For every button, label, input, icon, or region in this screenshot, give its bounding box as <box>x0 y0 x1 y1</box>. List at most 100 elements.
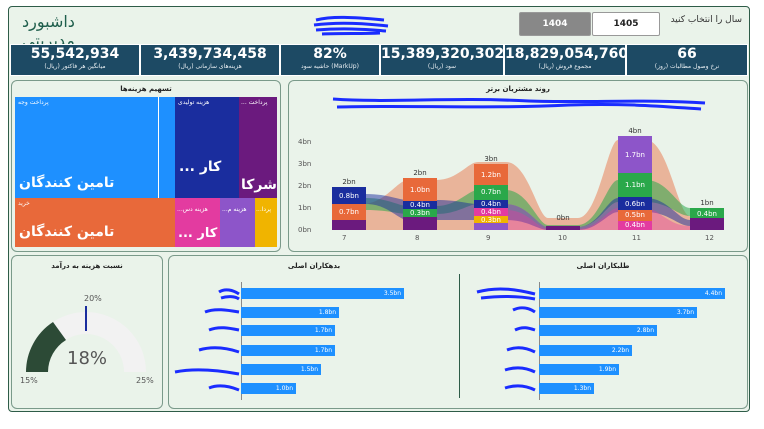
kpi-markup: 82% حاشیه سود (MarkUp) <box>280 44 380 76</box>
treemap-title: تسهیم هزینه‌ها <box>120 85 172 93</box>
bar-value: 2.8bn <box>636 327 654 334</box>
total-8: 2bn <box>413 169 426 177</box>
kpi-value: 3,439,734,458 <box>153 46 267 62</box>
treemap-panel: تسهیم هزینه‌ها پرداخت وجه تامین کنندگان … <box>11 80 281 252</box>
kpi-row: 55,542,934 میانگین هر فاکتور (ریال) 3,43… <box>10 44 748 76</box>
total-12: 1bn <box>700 199 713 207</box>
creditors-title: طلبکاران اصلی <box>576 262 630 270</box>
treemap-cell-label: خرید <box>18 200 30 207</box>
y-tick-4: 4bn <box>298 138 311 146</box>
creditors-axis <box>539 282 540 400</box>
kpi-value: 66 <box>677 46 697 62</box>
y-tick-0: 0bn <box>298 226 311 234</box>
page-title: داشبورد مدیریتی <box>22 12 75 50</box>
treemap-cell-label: ...هزینه م <box>222 206 247 213</box>
treemap-cell-m[interactable]: ...هزینه م <box>220 198 255 247</box>
treemap-cell-pay3[interactable]: ...پردا <box>255 198 277 247</box>
debtor-bar[interactable]: 1.0bn <box>241 383 296 394</box>
y-tick-2: 2bn <box>298 182 311 190</box>
bar-value: 1.5bn <box>300 366 318 373</box>
treemap-cell-label: ... پرداخت <box>241 99 268 106</box>
x-tick-8: 8 <box>415 234 419 242</box>
debtors-title: بدهکاران اصلی <box>287 262 341 270</box>
gauge-target: 20% <box>84 294 102 303</box>
creditor-bar[interactable]: 4.4bn <box>539 288 725 299</box>
seg-label: 0.7bn <box>481 188 501 196</box>
treemap-cell-label: ...هزینه دس <box>177 206 208 213</box>
kpi-collection-rate: 66 نرخ وصول مطالبات (روز) <box>626 44 748 76</box>
redaction-scribble <box>332 97 706 111</box>
kpi-label: هزینه‌های سازمانی (ریال) <box>178 63 242 70</box>
year-option-1404[interactable]: 1404 <box>519 12 591 36</box>
debtor-bar[interactable]: 1.7bn <box>241 325 335 336</box>
seg-label: 1.7bn <box>625 151 645 159</box>
seg-label: 0.4bn <box>697 210 717 218</box>
total-11: 4bn <box>628 127 641 135</box>
seg-label: 0.8bn <box>339 192 359 200</box>
seg-label: 0.6bn <box>625 200 645 208</box>
seg-label: 0.4bn <box>481 208 501 216</box>
x-tick-12: 12 <box>705 234 714 242</box>
bar-value: 1.7bn <box>314 347 332 354</box>
year-select-label: سال را انتخاب کنید <box>670 15 742 25</box>
treemap-cell-pay2[interactable]: ... پرداخت شرکا <box>239 97 277 198</box>
creditor-bar[interactable]: 2.8bn <box>539 325 657 336</box>
debtors-axis <box>241 282 242 400</box>
gauge-panel: نسبت هزینه به درآمد 20% 18% 15% 25% <box>11 255 163 409</box>
kpi-value: 82% <box>313 46 347 62</box>
x-tick-10: 10 <box>558 234 567 242</box>
gauge-value: 18% <box>67 348 108 369</box>
seg-label: 1.1bn <box>625 181 645 189</box>
seg-label: 0.4bn <box>410 201 430 209</box>
treemap-cell-buy[interactable]: خرید تامین کنندگان <box>15 198 175 247</box>
kpi-label: حاشیه سود (MarkUp) <box>301 63 359 70</box>
creditor-bar[interactable]: 1.9bn <box>539 364 619 375</box>
seg-label: 1.0bn <box>410 186 430 194</box>
kpi-label: میانگین هر فاکتور (ریال) <box>44 63 106 70</box>
treemap-cell-big: شرکا <box>241 177 277 193</box>
gauge-max: 25% <box>136 376 154 385</box>
year-option-1405[interactable]: 1405 <box>592 12 660 36</box>
kpi-label: مجموع فروش (ریال) <box>538 63 592 70</box>
treemap-cell-big: تامین کنندگان <box>19 175 115 191</box>
stream-title: روند مشتریان برتر <box>486 85 550 93</box>
kpi-value: 15,389,320,302 <box>381 46 505 62</box>
y-tick-3: 3bn <box>298 160 311 168</box>
debtor-bar[interactable]: 3.5bn <box>241 288 404 299</box>
kpi-profit: 15,389,320,302 سود (ریال) <box>380 44 504 76</box>
debtor-bar[interactable]: 1.8bn <box>241 307 339 318</box>
treemap-cell-production[interactable]: هزینه تولیدی ... کار <box>175 97 239 198</box>
debtor-bar[interactable]: 1.5bn <box>241 364 321 375</box>
treemap-cell-small[interactable] <box>158 97 176 198</box>
treemap-cell-big: تامین کنندگان <box>19 224 115 240</box>
creditor-bar[interactable]: 1.3bn <box>539 383 594 394</box>
seg-label: 0.5bn <box>625 211 645 219</box>
y-tick-1: 1bn <box>298 204 311 212</box>
treemap-cell-cash[interactable]: پرداخت وجه تامین کنندگان <box>15 97 158 198</box>
debtor-bar[interactable]: 1.7bn <box>241 345 335 356</box>
bar-value: 2.2bn <box>611 347 629 354</box>
seg-label: 1.2bn <box>481 171 501 179</box>
treemap-cell-label: ...پردا <box>256 206 272 213</box>
creditor-bar[interactable]: 2.2bn <box>539 345 632 356</box>
kpi-value: 18,829,054,760 <box>505 46 629 62</box>
stream-chart: 0bn 1bn 2bn 3bn 4bn 7 8 9 10 11 12 2bn 2… <box>298 127 724 242</box>
treemap-cell-label: هزینه تولیدی <box>178 99 210 106</box>
gauge-title: نسبت هزینه به درآمد <box>51 262 123 270</box>
treemap-cell-service[interactable]: ...هزینه دس ... کار <box>175 198 220 247</box>
kpi-value: 55,542,934 <box>30 46 120 62</box>
x-tick-7: 7 <box>342 234 346 242</box>
bar-value: 3.5bn <box>383 290 401 297</box>
total-9: 3bn <box>484 155 497 163</box>
seg-label: 0.3bn <box>410 209 430 217</box>
kpi-label: نرخ وصول مطالبات (روز) <box>654 63 720 70</box>
bar-value: 1.9bn <box>598 366 616 373</box>
kpi-total-sales: 18,829,054,760 مجموع فروش (ریال) <box>504 44 629 76</box>
seg-label: 0.4bn <box>625 221 645 229</box>
x-tick-9: 9 <box>486 234 490 242</box>
total-10: 0bn <box>556 214 569 222</box>
total-7: 2bn <box>342 178 355 186</box>
creditor-bar[interactable]: 3.7bn <box>539 307 697 318</box>
treemap-area: پرداخت وجه تامین کنندگان هزینه تولیدی ..… <box>15 97 277 247</box>
seg-label: 0.3bn <box>481 216 501 224</box>
